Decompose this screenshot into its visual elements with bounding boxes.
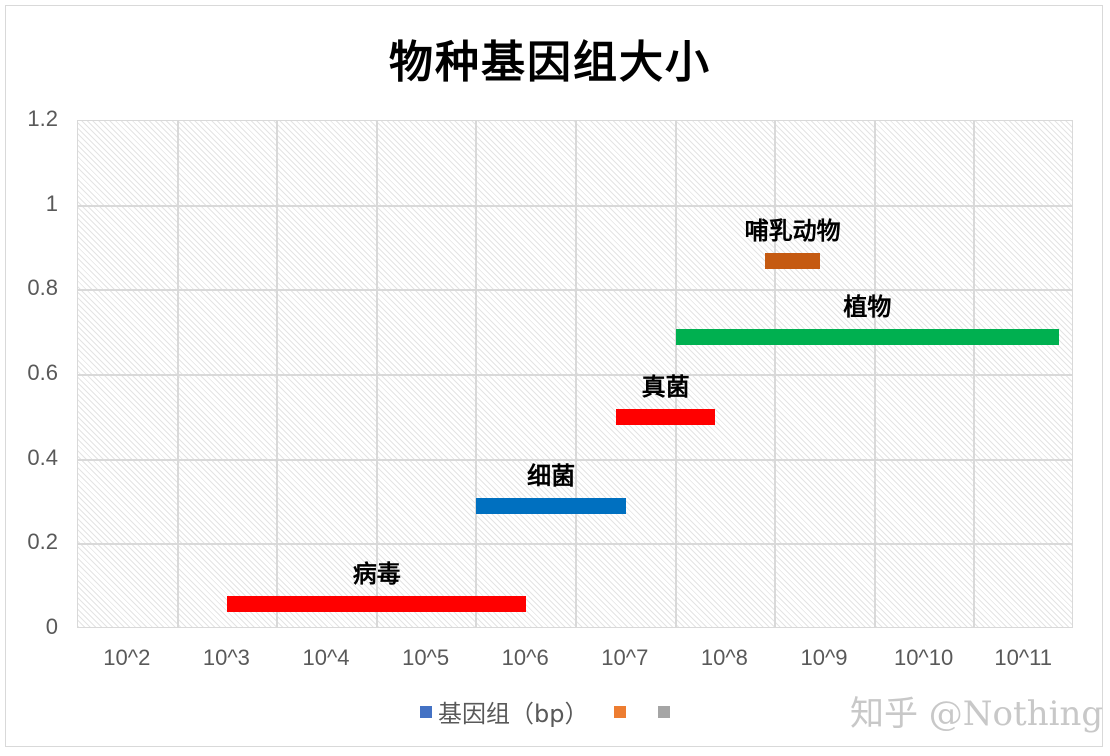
- y-tick-label: 0.2: [27, 529, 58, 555]
- legend-swatch: [658, 705, 671, 718]
- y-tick-label: 1.2: [27, 106, 58, 131]
- gridline-horizontal: [78, 204, 1072, 207]
- y-tick-label: 0: [45, 614, 58, 639]
- y-tick-label: 0.4: [27, 444, 58, 470]
- x-tick-label: 10^8: [700, 645, 748, 670]
- y-tick-label: 1: [45, 190, 58, 216]
- gridline-horizontal: [78, 374, 1072, 376]
- legend-label: 基因组（bp）: [438, 700, 589, 728]
- x-tick-label: 10^3: [202, 645, 250, 670]
- x-tick-label: 10^6: [501, 645, 549, 670]
- range-bar: [615, 409, 716, 426]
- x-tick-label: 10^2: [103, 645, 151, 670]
- chart-title: 物种基因组大小: [389, 37, 711, 88]
- y-tick-label: 0.8: [27, 275, 58, 301]
- range-bar: [675, 328, 1060, 345]
- legend-item: 基因组（bp）: [420, 694, 588, 729]
- x-tick-label: 10^11: [994, 645, 1052, 670]
- legend-swatch: [420, 705, 432, 718]
- gridline-horizontal: [78, 458, 1072, 461]
- x-tick-label: 10^9: [800, 645, 848, 670]
- legend-swatch: [614, 705, 627, 718]
- y-tick-label: 0.6: [27, 360, 58, 385]
- bar-label: 细菌: [527, 462, 576, 491]
- x-tick-label: 10^10: [893, 645, 954, 670]
- bar-label: 真菌: [641, 373, 690, 402]
- bar-label: 植物: [843, 292, 892, 321]
- legend: 基因组（bp）: [420, 694, 702, 729]
- range-bar: [765, 252, 820, 269]
- legend-item: [614, 705, 632, 718]
- legend-item: [658, 705, 676, 718]
- gridline-horizontal: [78, 543, 1072, 546]
- bar-label: 病毒: [352, 559, 401, 588]
- x-tick-label: 10^4: [302, 645, 350, 670]
- watermark: 知乎 @Nothing: [850, 694, 1104, 734]
- range-bar: [227, 595, 527, 612]
- range-bar: [476, 498, 626, 515]
- bar-label: 哺乳动物: [744, 216, 841, 245]
- x-tick-label: 10^7: [601, 645, 649, 670]
- plot-area: 病毒 细菌 真菌 植物 哺乳动物: [77, 120, 1073, 628]
- gridline-horizontal: [78, 289, 1072, 292]
- x-tick-label: 10^5: [402, 645, 450, 670]
